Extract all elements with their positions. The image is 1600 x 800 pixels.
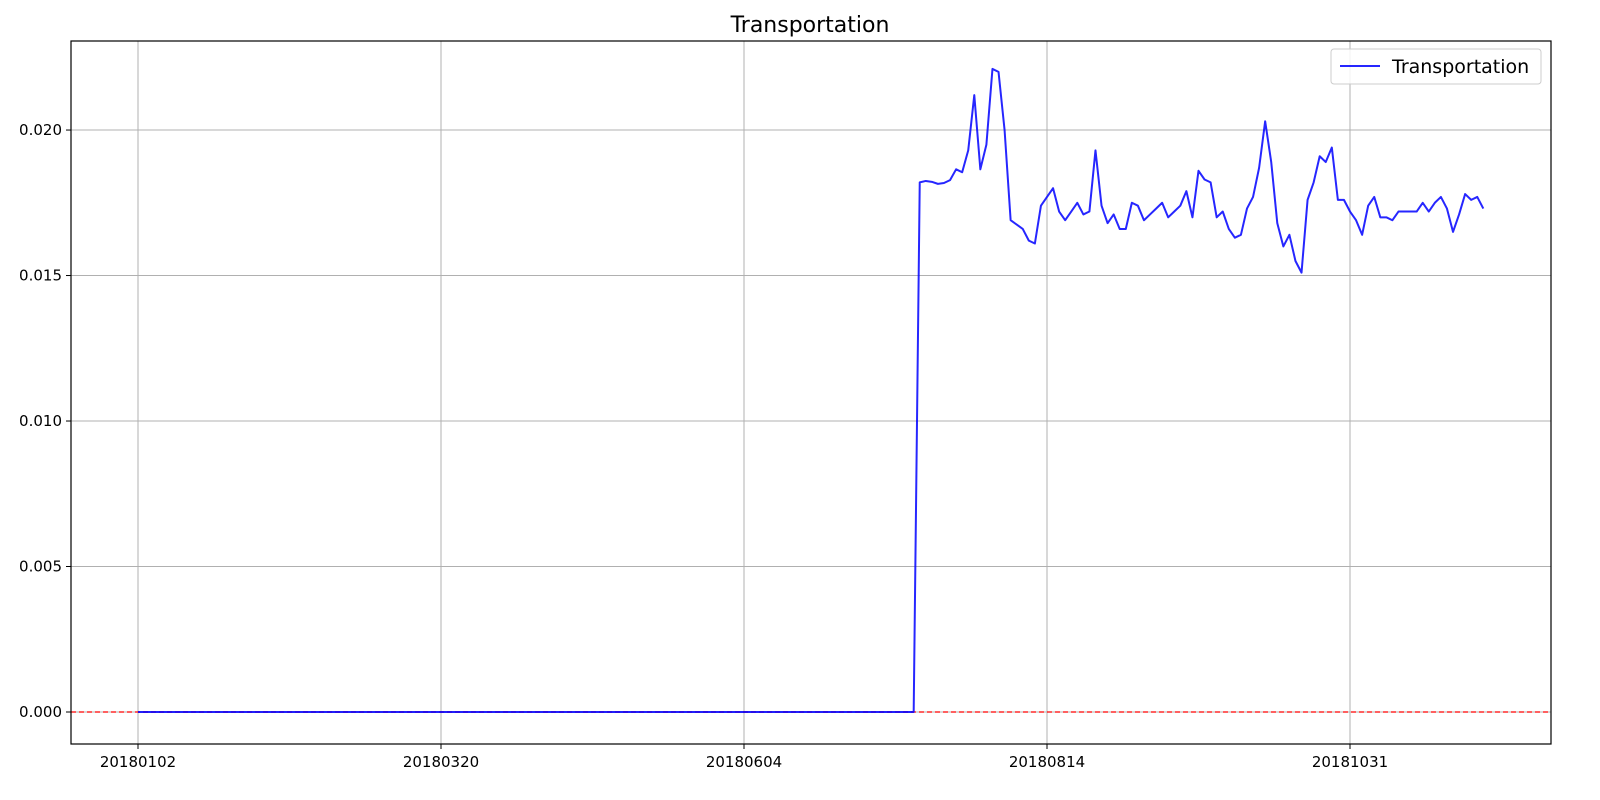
plot-frame [70, 40, 1552, 745]
y-tick-label: 0.005 [19, 558, 62, 576]
y-tick-label: 0.000 [19, 703, 62, 721]
x-tick-label: 20180814 [1009, 753, 1085, 771]
legend: Transportation [1330, 48, 1542, 85]
x-tick-label: 20180320 [403, 753, 479, 771]
legend-label: Transportation [1391, 56, 1529, 78]
x-tick-label: 20180102 [100, 753, 176, 771]
x-tick-label: 20180604 [706, 753, 782, 771]
grid [71, 41, 1551, 744]
y-tick-label: 0.010 [19, 412, 62, 430]
legend-box [1330, 48, 1542, 85]
series-line-transportation [138, 67, 1485, 713]
y-axis: 0.000 0.005 0.010 0.015 0.020 [19, 121, 71, 721]
y-tick-label: 0.020 [19, 121, 62, 139]
x-axis: 20180102 20180320 20180604 20180814 20181031 [100, 744, 1388, 771]
x-tick-label: 20181031 [1312, 753, 1388, 771]
y-tick-label: 0.015 [19, 267, 62, 285]
chart-title: Transportation [730, 13, 890, 38]
